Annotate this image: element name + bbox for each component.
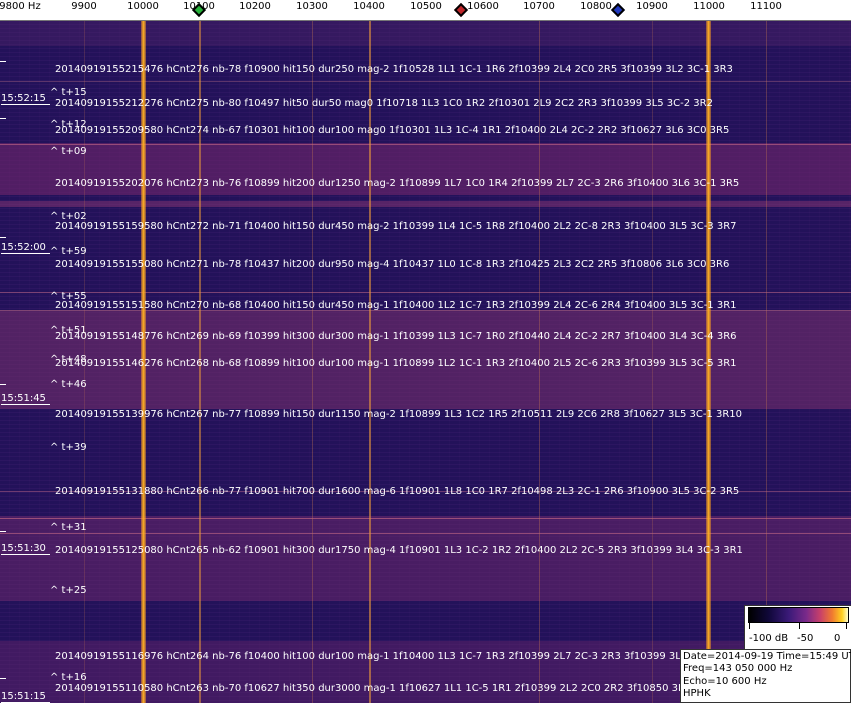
color-scale-tick: [749, 623, 750, 629]
noise-streak: [0, 533, 851, 534]
carrier-line: [199, 21, 201, 703]
color-scale-gradient: [748, 607, 849, 623]
offset-label: ^ t+46: [50, 379, 87, 390]
noise-streak: [0, 292, 851, 293]
ruler-tick-label: 10300: [296, 1, 328, 12]
timestamp-label: 15:51:45: [1, 393, 50, 405]
ruler-tick-label: 10900: [636, 1, 668, 12]
meteor-record: 20140919155215476 hCnt276 nb-78 f10900 h…: [55, 64, 733, 75]
meteor-record: 20140919155155080 hCnt271 nb-78 f10437 h…: [55, 259, 730, 270]
timestamp-label: 15:52:00: [1, 242, 50, 254]
timestamp-label: 15:51:30: [1, 543, 50, 555]
noise-band: [0, 516, 851, 601]
ruler-tick-label: 11100: [750, 1, 782, 12]
color-scale-tick: [799, 623, 800, 629]
noise-streak: [0, 81, 851, 82]
meteor-record: 20140919155212276 hCnt275 nb-80 f10497 h…: [55, 98, 713, 109]
blue-frequency-marker[interactable]: [610, 2, 626, 18]
time-tick: [0, 118, 6, 119]
color-scale-legend: -100 dB -50 0: [744, 605, 851, 651]
meteor-record: 20140919155209580 hCnt274 nb-67 f10301 h…: [55, 125, 730, 136]
carrier-line: [539, 21, 540, 703]
frequency-ruler: 9800 Hz 9900 10000 10100 10200 10300 104…: [0, 0, 851, 21]
offset-label: ^ t+48: [50, 354, 87, 365]
meteor-record: 20140919155125080 hCnt265 nb-62 f10901 h…: [55, 545, 743, 556]
carrier-line: [141, 21, 146, 703]
capture-info-box: Date=2014-09-19 Time=15:49 UTC Freq=143 …: [680, 649, 851, 703]
noise-streak: [0, 310, 851, 311]
echo-text: Echo=10 600 Hz: [683, 675, 767, 687]
station-text: HPHK: [683, 688, 711, 700]
offset-label: ^ t+02: [50, 211, 87, 222]
color-scale-mid-label: -50: [797, 633, 814, 644]
timestamp-label: 15:52:15: [1, 93, 50, 105]
offset-label: ^ t+39: [50, 442, 87, 453]
carrier-line: [652, 21, 653, 703]
meteor-record: 20140919155116976 hCnt264 nb-76 f10400 h…: [55, 651, 711, 662]
ruler-tick-label: 10200: [239, 1, 271, 12]
offset-label: ^ t+55: [50, 291, 87, 302]
color-scale-tick: [846, 623, 847, 629]
noise-streak: [0, 518, 851, 519]
offset-label: ^ t+15: [50, 87, 87, 98]
meteor-record: 20140919155110580 hCnt263 nb-70 f10627 h…: [55, 683, 717, 694]
ruler-tick-label: 9900: [71, 1, 97, 12]
ruler-tick-label: 10600: [467, 1, 499, 12]
offset-label: ^ t+51: [50, 325, 87, 336]
offset-label: ^ t+25: [50, 585, 87, 596]
carrier-line: [766, 21, 767, 703]
offset-label: ^ t+12: [50, 119, 87, 130]
meteor-record: 20140919155148776 hCnt269 nb-69 f10399 h…: [55, 331, 737, 342]
timestamp-label: 15:51:15: [1, 691, 50, 703]
ruler-tick-label: 10700: [523, 1, 555, 12]
offset-label: ^ t+16: [50, 672, 87, 683]
ruler-tick-label: 10000: [127, 1, 159, 12]
offset-label: ^ t+59: [50, 246, 87, 257]
time-tick: [0, 237, 6, 238]
color-scale-max-label: 0: [834, 633, 841, 644]
meteor-record: 20140919155139976 hCnt267 nb-77 f10899 h…: [55, 409, 743, 420]
ruler-tick-label: 10500: [410, 1, 442, 12]
meteor-record: 20140919155146276 hCnt268 nb-68 f10899 h…: [55, 358, 737, 369]
time-tick: [0, 61, 6, 62]
meteor-record: 20140919155202076 hCnt273 nb-76 f10899 h…: [55, 178, 740, 189]
color-scale-min-label: -100 dB: [749, 633, 789, 644]
offset-label: ^ t+09: [50, 146, 87, 157]
waterfall-spectrogram: [0, 21, 851, 703]
carrier-line: [706, 21, 711, 703]
red-frequency-marker[interactable]: [453, 2, 469, 18]
ruler-tick-label: 11000: [693, 1, 725, 12]
ruler-tick-label: 10400: [353, 1, 385, 12]
meteor-record: 20140919155151580 hCnt270 nb-68 f10400 h…: [55, 300, 737, 311]
frequency-text: Freq=143 050 000 Hz: [683, 663, 793, 675]
carrier-line: [84, 21, 85, 703]
carrier-line: [369, 21, 371, 703]
meteor-record: 20140919155131880 hCnt266 nb-77 f10901 h…: [55, 486, 740, 497]
carrier-line: [312, 21, 313, 703]
time-tick: [0, 678, 6, 679]
ruler-unit-label: 9800 Hz: [0, 1, 41, 12]
meteor-record: 20140919155159580 hCnt272 nb-71 f10400 h…: [55, 221, 737, 232]
time-tick: [0, 531, 6, 532]
noise-band: [0, 201, 851, 207]
offset-label: ^ t+31: [50, 522, 87, 533]
ruler-tick-label: 10800: [580, 1, 612, 12]
noise-streak: [0, 491, 851, 492]
time-tick: [0, 384, 6, 385]
noise-band: [0, 21, 851, 46]
date-time-text: Date=2014-09-19 Time=15:49 UTC: [683, 651, 851, 662]
noise-streak: [0, 144, 851, 145]
